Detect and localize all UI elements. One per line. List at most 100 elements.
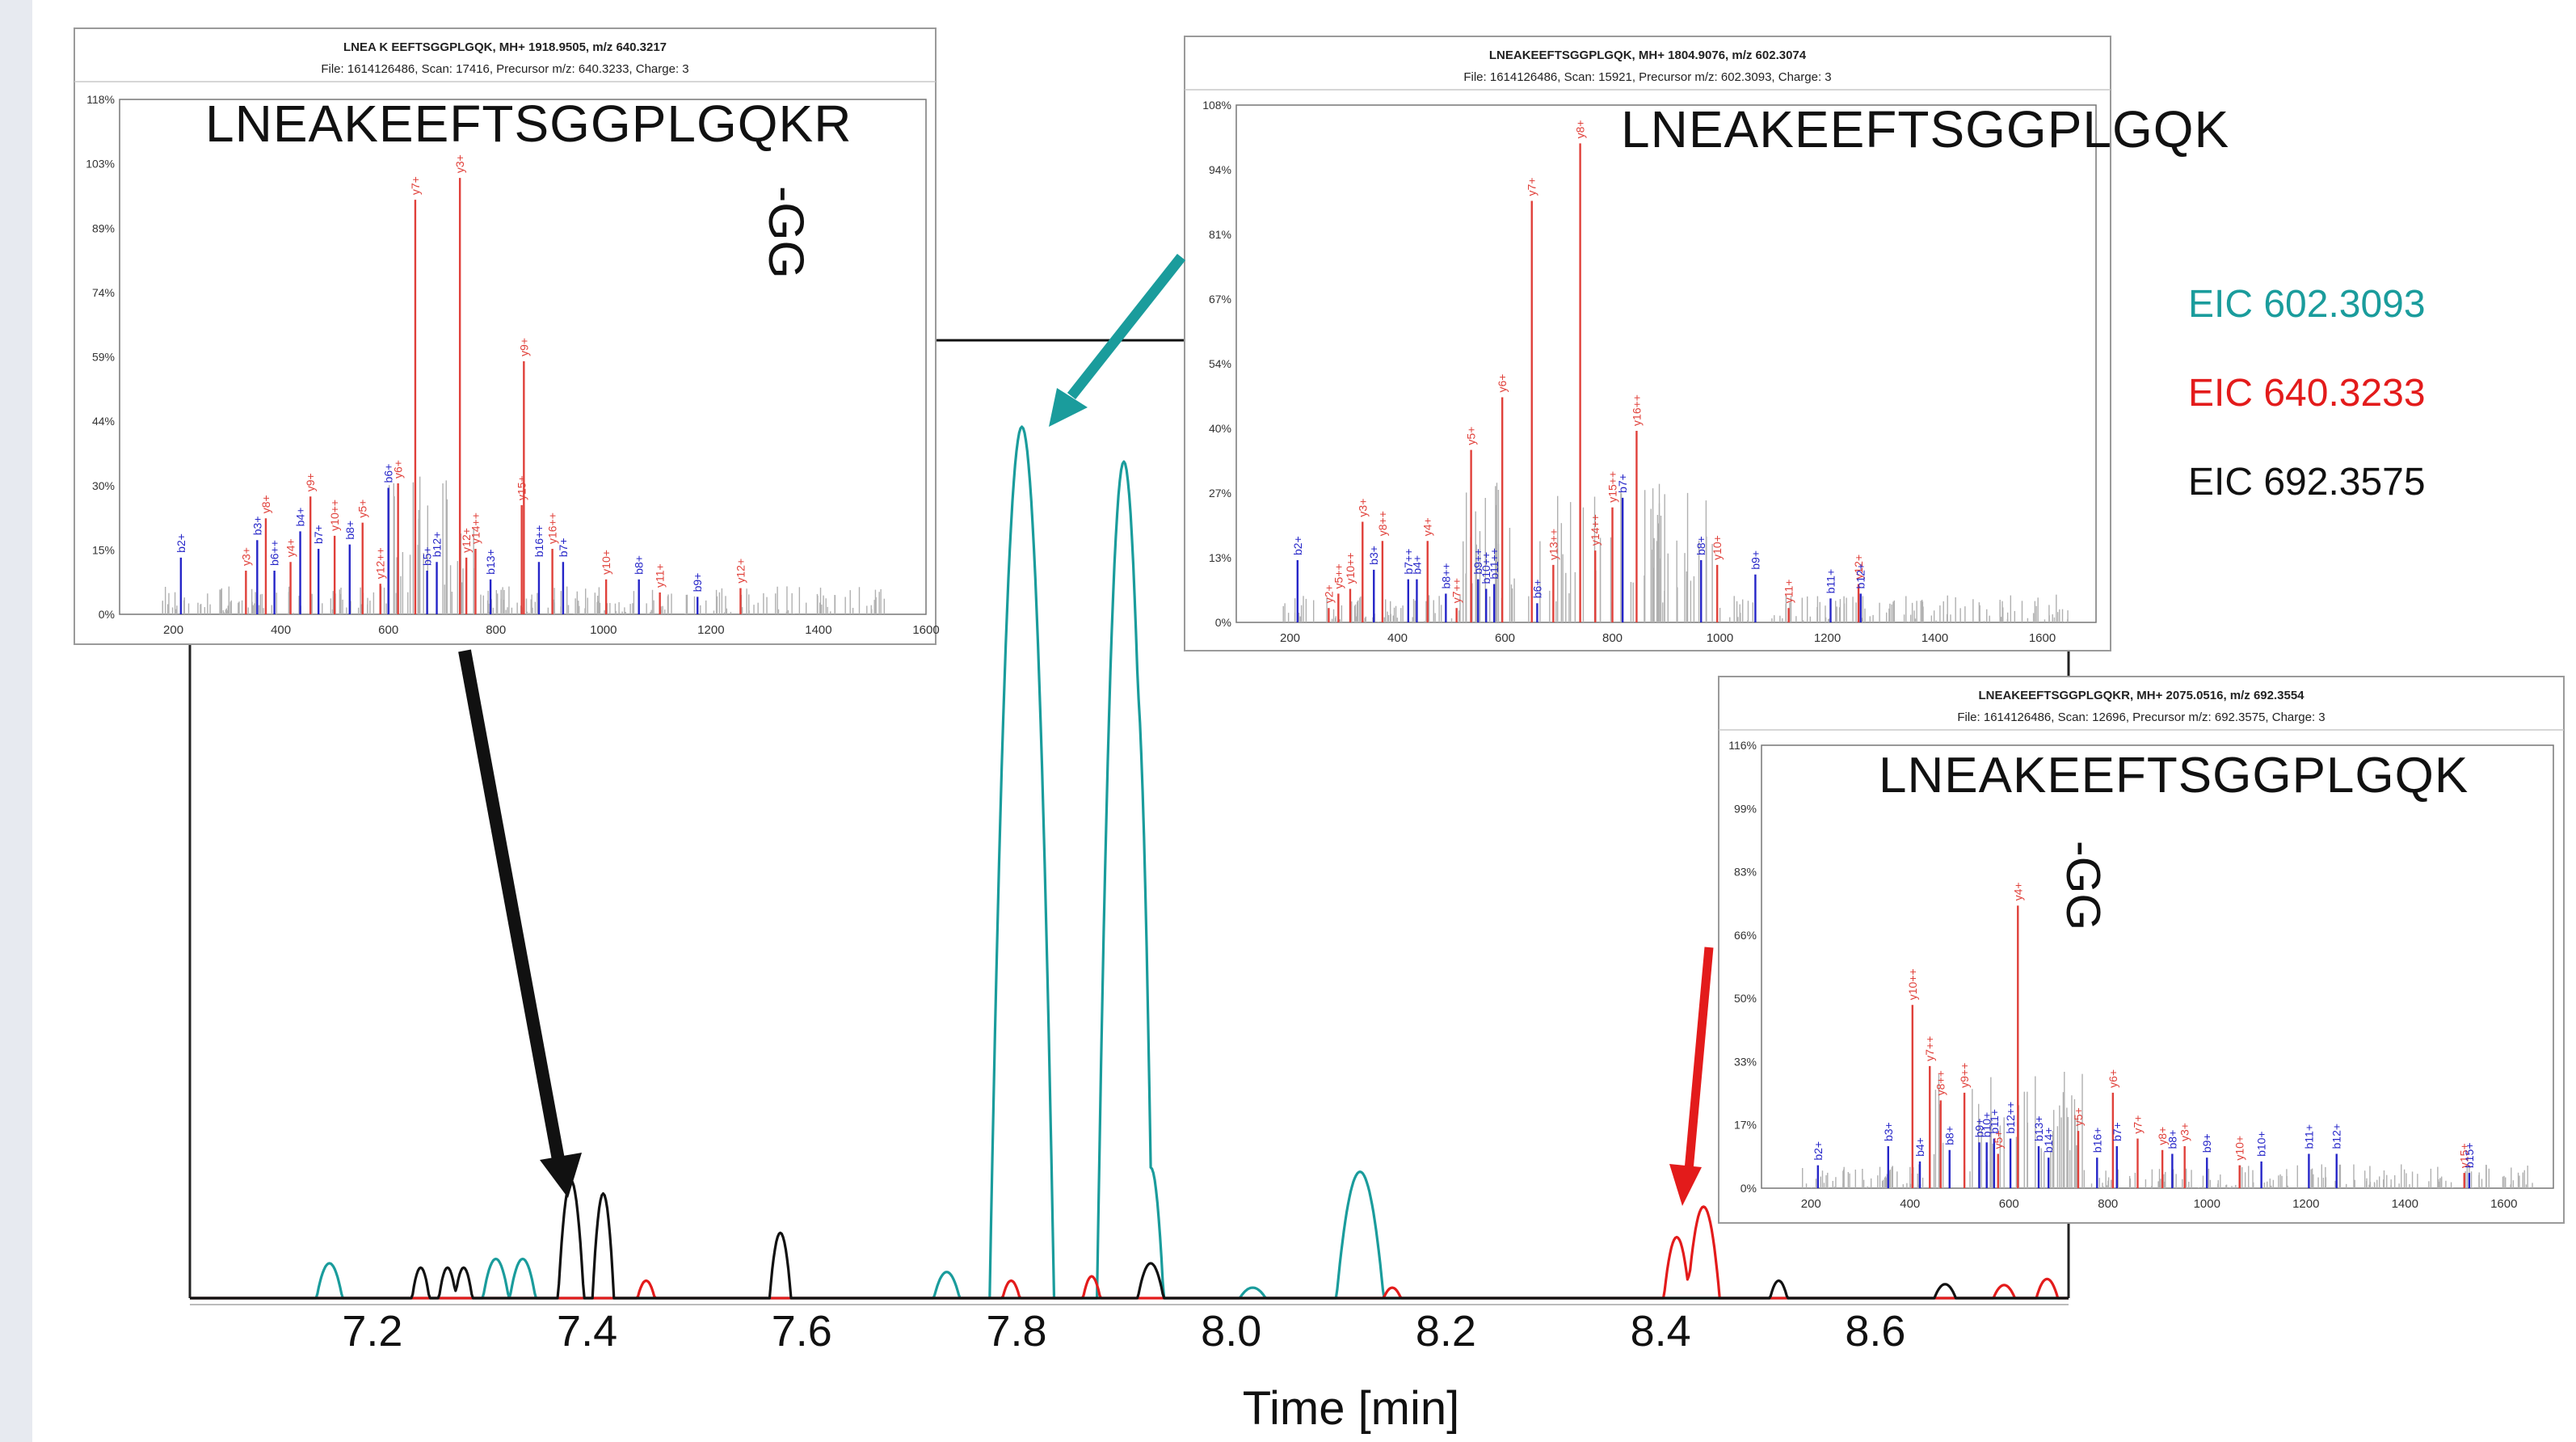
ion-peak-label: b2+ — [1812, 1141, 1825, 1161]
inset-y-tick-label: 94% — [1209, 163, 1231, 176]
inset-x-tick-label: 400 — [271, 623, 291, 637]
ion-peak-label: b10++ — [1480, 552, 1492, 584]
peptide-sequence: LNEAKEEFTSGGPLGQKR — [205, 95, 852, 153]
left-edge-shade — [0, 0, 32, 1442]
ion-peak-label: b4+ — [1410, 555, 1423, 575]
ion-peak-label: y10++ — [1906, 968, 1919, 1000]
inset-y-tick-label: 103% — [86, 158, 115, 171]
inset-plot-area — [1761, 744, 2554, 1189]
ion-peak-label: y5+ — [1465, 427, 1478, 445]
inset-x-tick-label: 1600 — [912, 623, 939, 637]
ion-peak-label: y10++ — [1344, 553, 1357, 584]
ion-peak-label: y4+ — [2011, 882, 2024, 900]
spectrum-inset-unmodified: LNEAKEEFTSGGPLGQK, MH+ 1804.9076, m/z 60… — [1184, 36, 2229, 651]
x-tick-label: 8.0 — [1201, 1307, 1261, 1356]
ion-peak-label: b12+ — [2330, 1124, 2343, 1149]
legend: EIC 602.3093 EIC 640.3233 EIC 692.3575 — [2188, 283, 2426, 504]
peptide-sequence: LNEAKEEFTSGGPLGQK — [1879, 748, 2469, 803]
ion-peak-label: y13++ — [1547, 529, 1559, 560]
inset-y-tick-label: 17% — [1734, 1119, 1757, 1132]
ion-peak-label: b15+ — [2463, 1143, 2476, 1169]
x-tick-label: 7.8 — [986, 1307, 1046, 1356]
ion-peak-label: b9++ — [1471, 549, 1484, 575]
inset-y-tick-label: 30% — [92, 479, 115, 492]
ion-peak-label: b8+ — [2166, 1130, 2178, 1149]
ion-peak-label: b6++ — [268, 540, 281, 566]
ion-peak-label: y12+ — [734, 559, 747, 584]
x-tick-label: 7.2 — [342, 1307, 402, 1356]
ion-peak-label: y16++ — [1630, 394, 1643, 426]
x-tick-label: 7.6 — [772, 1307, 832, 1356]
gg-modification-label: -GG — [2056, 841, 2109, 930]
red-arrow-head — [1669, 1164, 1702, 1206]
peptide-sequence: LNEAKEEFTSGGPLGQK — [1621, 100, 2229, 158]
x-tick-label: 8.6 — [1845, 1307, 1905, 1356]
ion-peak-label: y15+ — [516, 475, 528, 500]
ion-peak-label: y11+ — [1783, 580, 1795, 604]
ion-peak-label: y7++ — [1450, 578, 1463, 603]
inset-y-tick-label: 0% — [1215, 616, 1231, 629]
ion-peak-label: b2+ — [1291, 536, 1304, 555]
inset-x-tick-label: 1600 — [2029, 631, 2056, 645]
inset-x-tick-label: 200 — [163, 623, 183, 637]
x-tick-label: 7.4 — [557, 1307, 617, 1356]
inset-y-tick-label: 67% — [1209, 293, 1231, 306]
ion-peak-label: y5+ — [1992, 1131, 2005, 1149]
black-arrow-shaft — [458, 649, 566, 1166]
ion-peak-label: y14++ — [1589, 514, 1602, 546]
inset-y-tick-label: 66% — [1734, 929, 1757, 942]
inset-y-tick-label: 15% — [92, 543, 115, 556]
arrows — [458, 253, 1714, 1206]
inset-x-tick-label: 600 — [1495, 631, 1515, 645]
inset-x-tick-label: 1200 — [2292, 1197, 2319, 1211]
ion-peak-label: b16++ — [532, 525, 545, 558]
ion-peak-label: b6+ — [382, 464, 395, 483]
inset-y-tick-label: 116% — [1728, 739, 1757, 752]
ion-peak-label: b5+ — [421, 546, 434, 566]
inset-x-tick-label: 600 — [1999, 1197, 2019, 1211]
inset-header-line2: File: 1614126486, Scan: 17416, Precursor… — [321, 62, 688, 76]
ion-peak-label: b7++ — [1402, 549, 1415, 575]
ion-peak-label: b10+ — [1980, 1112, 1993, 1138]
inset-x-tick-label: 400 — [1900, 1197, 1920, 1211]
legend-entry-692: EIC 692.3575 — [2188, 461, 2426, 504]
inset-x-tick-label: 1200 — [1814, 631, 1841, 645]
ion-peak-label: y15++ — [1606, 471, 1619, 503]
ion-peak-label: b7+ — [312, 525, 325, 544]
inset-x-tick-label: 1200 — [697, 623, 724, 637]
ion-peak-label: y3+ — [453, 154, 466, 173]
ion-peak-label: y8+ — [259, 495, 272, 513]
spectrum-inset-gg-kr: LNEA K EEFTSGGPLGQK, MH+ 1918.9505, m/z … — [74, 27, 940, 645]
ion-peak-label: y5+ — [2072, 1107, 2085, 1126]
inset-x-tick-label: 1000 — [1707, 631, 1733, 645]
inset-header-line2: File: 1614126486, Scan: 12696, Precursor… — [1957, 710, 2325, 724]
ion-peak-label: y12+ — [460, 528, 473, 553]
inset-y-tick-label: 54% — [1209, 357, 1231, 370]
chromatogram-series — [190, 425, 2069, 1300]
inset-y-tick-label: 83% — [1734, 866, 1757, 879]
ion-peak-label: b12+ — [1854, 563, 1867, 589]
ion-peak-label: b7+ — [2111, 1122, 2124, 1141]
inset-x-tick-label: 800 — [1602, 631, 1623, 645]
ion-peak-label: y8++ — [1934, 1070, 1947, 1095]
inset-y-tick-label: 0% — [1740, 1182, 1757, 1195]
inset-x-tick-label: 1400 — [2392, 1197, 2418, 1211]
inset-x-tick-label: 600 — [378, 623, 398, 637]
ion-peak-label: y8++ — [1376, 511, 1389, 536]
inset-y-tick-label: 118% — [86, 93, 115, 106]
inset-y-tick-label: 81% — [1209, 228, 1231, 241]
inset-x-tick-label: 800 — [2098, 1197, 2118, 1211]
ion-peak-label: y7+ — [1526, 178, 1538, 196]
teal-arrow-head — [1049, 388, 1088, 427]
ion-peak-label: b9+ — [1749, 550, 1762, 570]
ion-peak-label: y6+ — [2107, 1069, 2119, 1088]
ion-peak-label: y10+ — [2233, 1136, 2246, 1161]
ion-peak-label: b12+ — [431, 532, 444, 558]
ion-peak-label: b11+ — [1988, 1109, 2001, 1134]
ion-peak-label: y12+ — [1852, 554, 1865, 580]
inset-x-tick-label: 1400 — [805, 623, 831, 637]
eic-series-line-2 — [190, 1178, 2069, 1300]
ion-peak-label: b16+ — [2090, 1128, 2103, 1153]
ion-peak-label: b11++ — [1488, 548, 1501, 580]
